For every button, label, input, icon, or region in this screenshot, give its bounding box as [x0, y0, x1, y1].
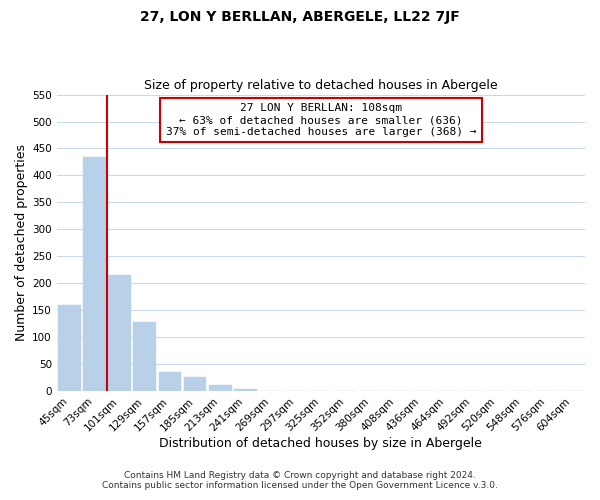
Bar	[58, 305, 80, 391]
Bar	[83, 156, 106, 391]
Bar	[133, 322, 156, 391]
Text: 27, LON Y BERLLAN, ABERGELE, LL22 7JF: 27, LON Y BERLLAN, ABERGELE, LL22 7JF	[140, 10, 460, 24]
Bar	[109, 275, 131, 391]
Bar	[184, 376, 206, 391]
Bar	[259, 390, 282, 391]
Bar	[360, 390, 383, 391]
Bar	[209, 384, 232, 391]
Bar	[561, 390, 584, 391]
Y-axis label: Number of detached properties: Number of detached properties	[15, 144, 28, 342]
X-axis label: Distribution of detached houses by size in Abergele: Distribution of detached houses by size …	[160, 437, 482, 450]
Bar	[234, 390, 257, 391]
Bar	[158, 372, 181, 391]
Title: Size of property relative to detached houses in Abergele: Size of property relative to detached ho…	[144, 79, 498, 92]
Text: 27 LON Y BERLLAN: 108sqm
← 63% of detached houses are smaller (636)
37% of semi-: 27 LON Y BERLLAN: 108sqm ← 63% of detach…	[166, 104, 476, 136]
Text: Contains HM Land Registry data © Crown copyright and database right 2024.
Contai: Contains HM Land Registry data © Crown c…	[102, 470, 498, 490]
